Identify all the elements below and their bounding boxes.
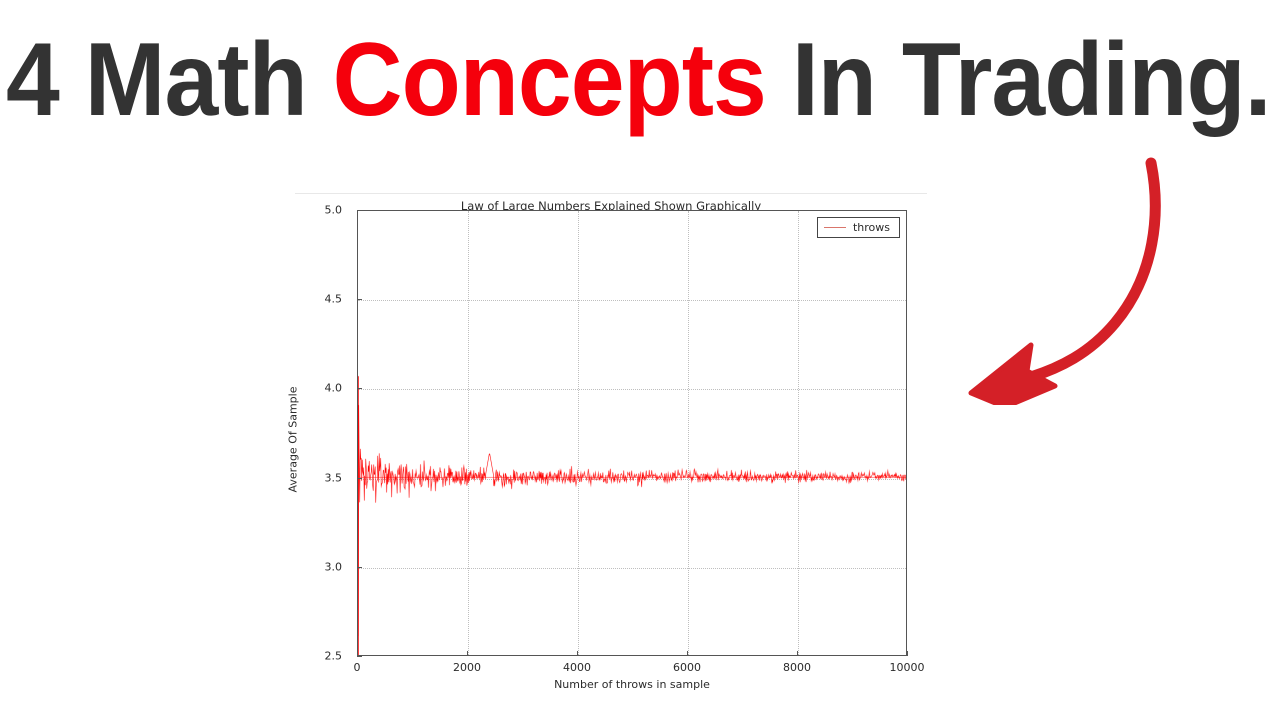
x-tick-label: 6000 — [673, 661, 701, 674]
y-tick-label: 4.5 — [324, 292, 343, 306]
y-tick-mark — [357, 477, 362, 479]
title-segment-3: In Trading. — [765, 22, 1272, 138]
curved-arrow-icon — [955, 155, 1195, 410]
y-tick-mark — [357, 210, 362, 211]
chart-title: Law of Large Numbers Explained Shown Gra… — [460, 199, 762, 213]
plot-area: throws — [357, 210, 907, 656]
x-tick-label: 4000 — [563, 661, 591, 674]
legend-line-swatch-icon — [823, 227, 846, 228]
y-tick-label: 5.0 — [324, 203, 343, 217]
x-axis-label: Number of throws in sample — [554, 678, 710, 691]
arrow-shaft — [1025, 157, 1161, 383]
y-tick-mark — [357, 299, 362, 301]
x-tick-mark — [687, 651, 688, 656]
chart-figure: Law of Large Numbers Explained Shown Gra… — [287, 193, 927, 693]
title-segment-accent: Concepts — [332, 22, 767, 138]
x-tick-mark — [907, 651, 908, 656]
y-tick-label: 3.5 — [324, 471, 343, 485]
curved-arrow-svg — [968, 157, 1161, 410]
title-segment-1: 4 Math — [6, 22, 333, 138]
y-axis-label: Average Of Sample — [286, 386, 300, 493]
x-tick-label: 8000 — [783, 661, 811, 674]
x-tick-mark — [467, 651, 468, 656]
x-tick-label: 2000 — [453, 661, 481, 674]
y-tick-label: 4.0 — [324, 381, 343, 395]
y-tick-label: 2.5 — [324, 649, 343, 663]
series-throws-plot — [358, 211, 906, 655]
arrow-head — [968, 342, 1058, 410]
y-tick-mark — [357, 388, 362, 390]
y-tick-label: 3.0 — [324, 560, 343, 574]
x-tick-mark — [357, 651, 358, 656]
page-title: 4 Math Concepts In Trading. — [6, 20, 1272, 140]
x-tick-mark — [797, 651, 798, 656]
y-tick-mark — [357, 566, 362, 568]
x-tick-label: 10000 — [889, 661, 925, 674]
x-tick-mark — [577, 651, 578, 656]
chart-legend[interactable]: throws — [816, 217, 900, 238]
x-tick-label: 0 — [353, 661, 361, 674]
y-tick-mark — [357, 656, 362, 657]
legend-label-throws: throws — [852, 221, 890, 234]
